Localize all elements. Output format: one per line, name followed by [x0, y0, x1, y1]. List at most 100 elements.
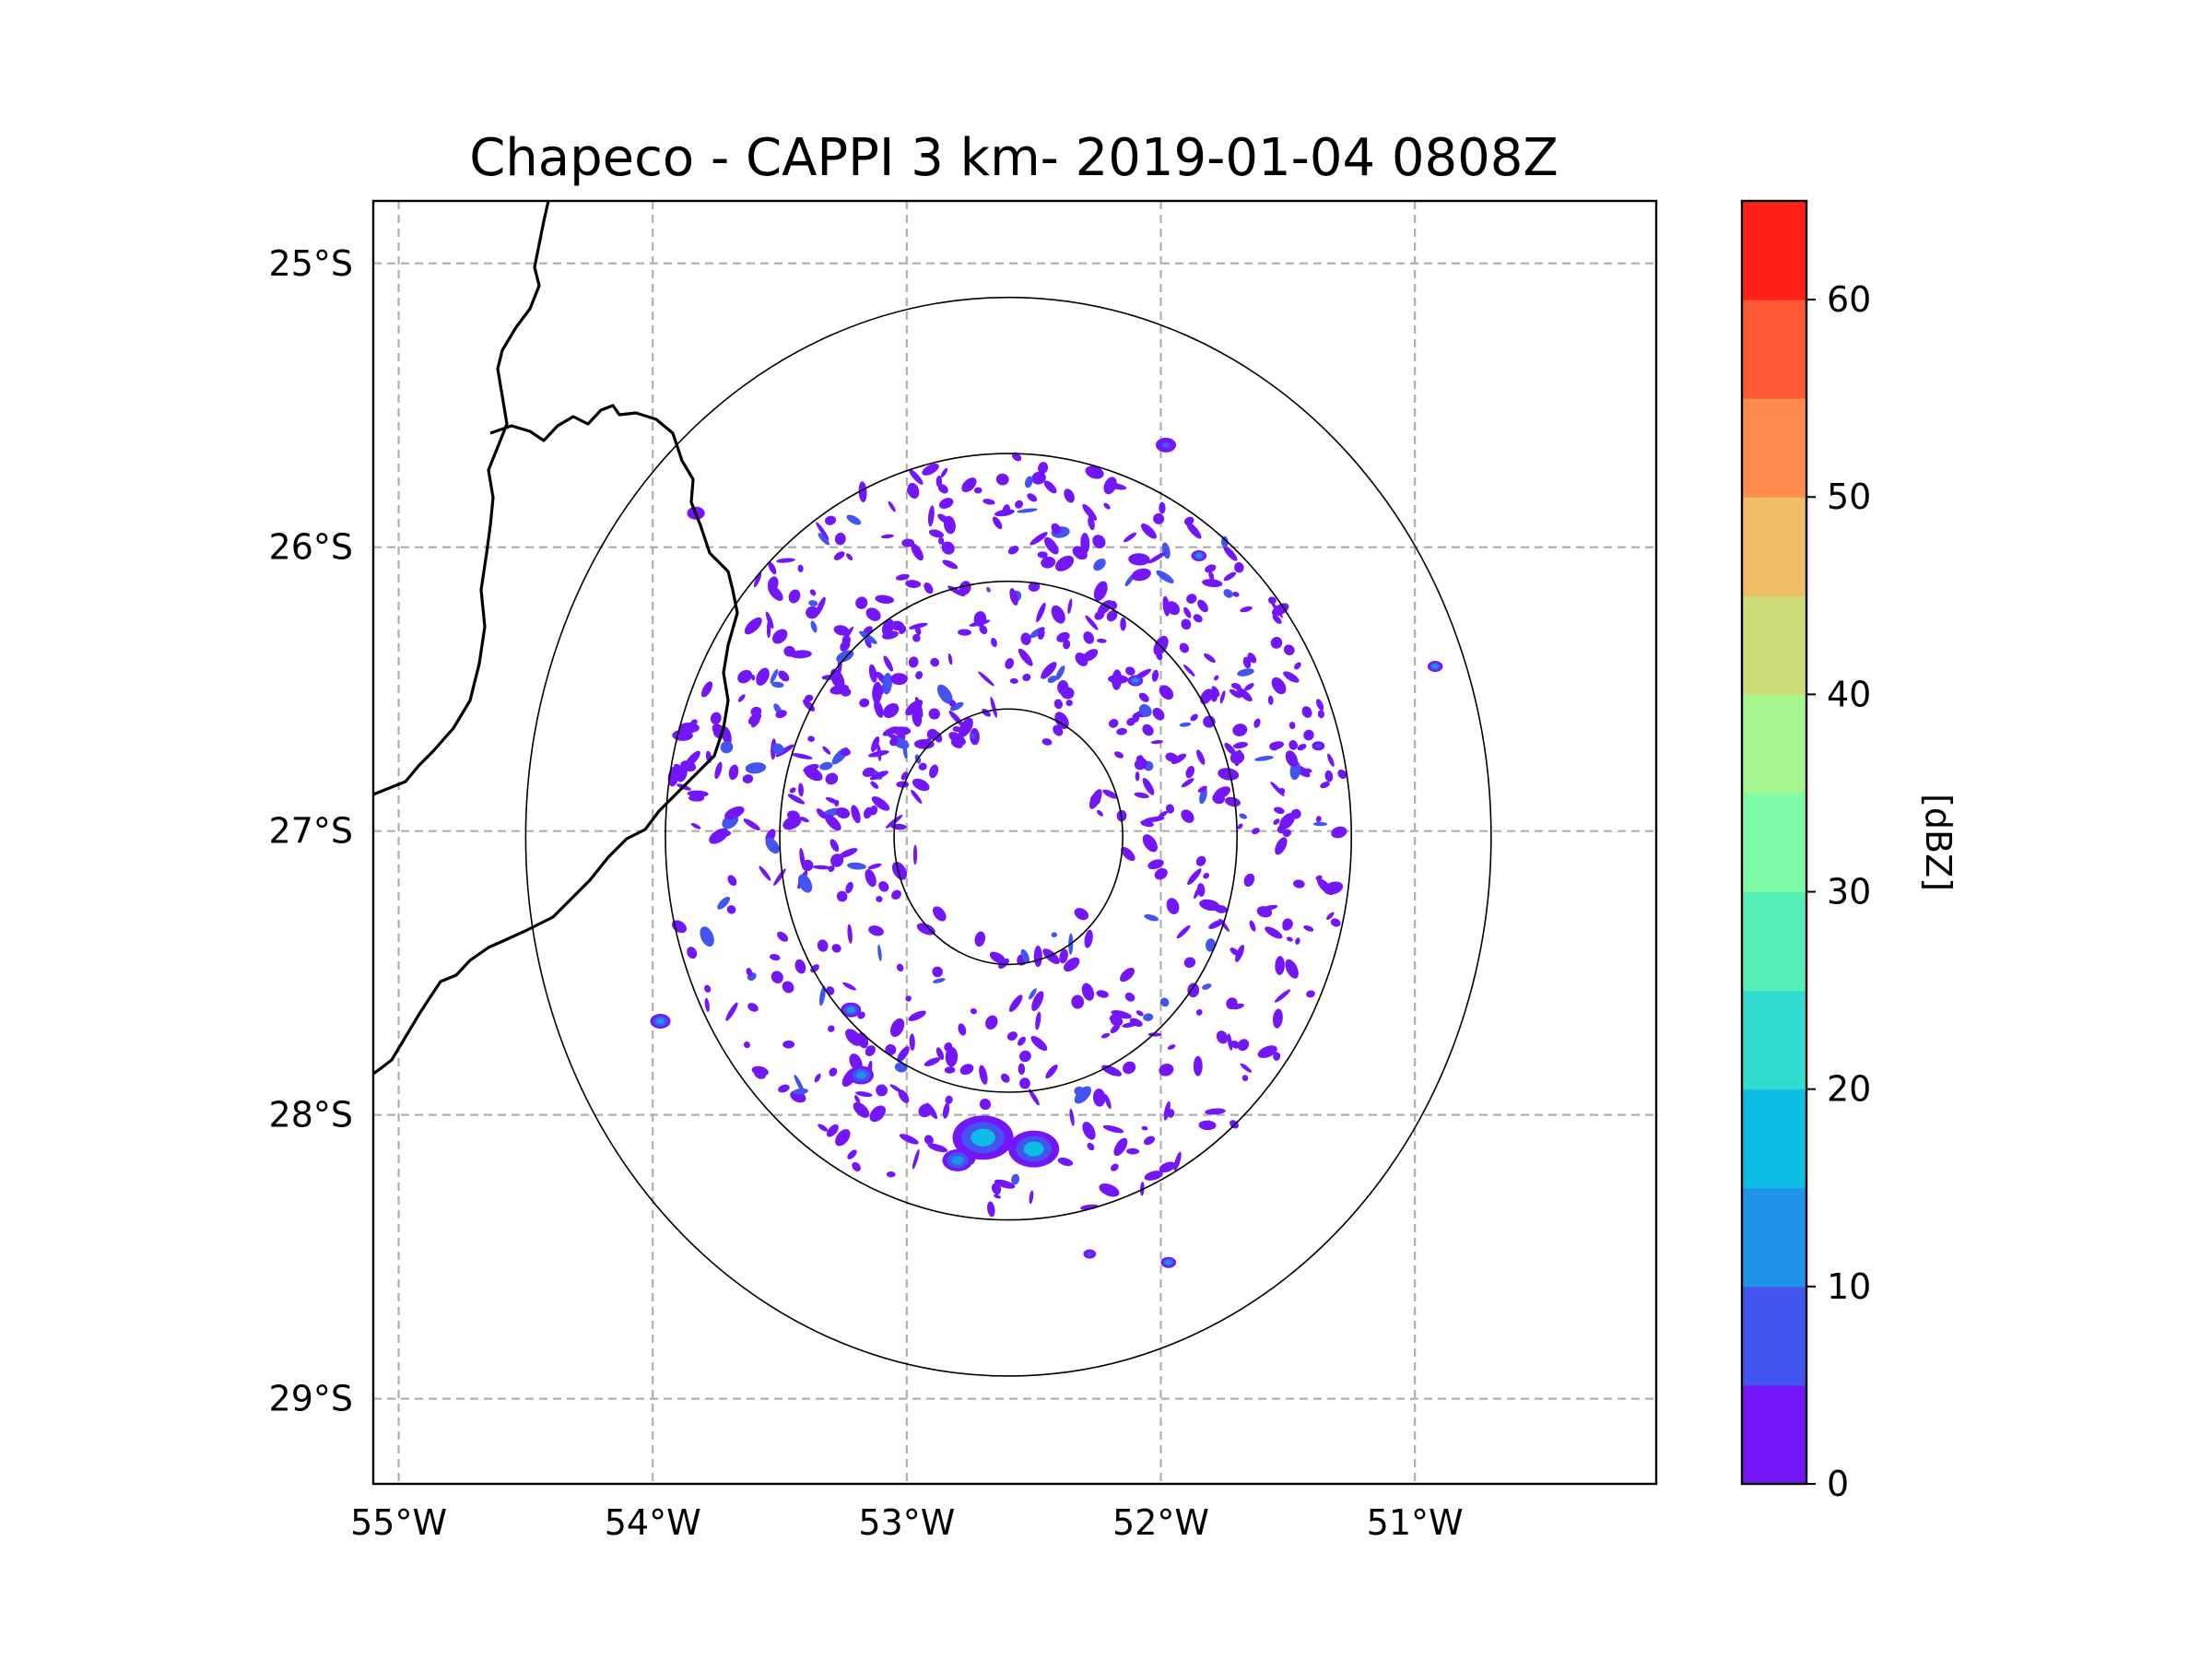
echo-speckle — [1090, 794, 1101, 806]
echo-speckle — [1151, 669, 1159, 682]
echo-speckle — [769, 954, 781, 961]
colorbar-label: [dBZ] — [1918, 794, 1959, 891]
lat-tick-label: 29°S — [269, 1379, 353, 1419]
echo-speckle — [1301, 706, 1312, 718]
echo-speckle — [819, 761, 833, 771]
graticule — [373, 201, 1656, 1484]
echo-speckle — [1244, 683, 1254, 691]
echo-speckle — [1304, 768, 1312, 773]
echo-speckle — [1257, 1045, 1277, 1058]
echo-speckle — [824, 515, 837, 525]
echo-speckle — [982, 708, 991, 717]
echo-speckle — [1171, 753, 1187, 765]
colorbar-segment — [1742, 201, 1806, 300]
echo-speckle — [1142, 777, 1155, 795]
echo-speckle — [986, 1201, 995, 1218]
echo-speckle — [888, 500, 896, 512]
echo-speckle — [787, 794, 806, 805]
echo-speckle — [876, 896, 883, 902]
echo-speckle — [722, 830, 732, 837]
echo-cell-level — [656, 1018, 665, 1025]
echo-speckle — [1159, 501, 1166, 514]
echo-speckle — [876, 1084, 888, 1097]
echo-speckle — [1102, 789, 1118, 799]
echo-speckle — [1135, 771, 1140, 782]
echo-speckle — [1183, 957, 1196, 969]
echo-speckle — [1120, 617, 1126, 631]
echo-speckle — [1208, 919, 1224, 930]
echo-speckle — [1005, 658, 1015, 669]
echo-speckle — [1205, 564, 1217, 573]
echo-speckle — [825, 796, 840, 805]
echo-speckle — [810, 620, 818, 633]
echo-cell-level — [1087, 1252, 1093, 1256]
echo-speckle — [970, 1007, 977, 1015]
echo-speckle — [877, 944, 882, 961]
echo-speckle — [1054, 712, 1069, 730]
colorbar-tick-label: 60 — [1827, 279, 1871, 320]
echo-speckle — [869, 1105, 887, 1123]
echo-speckle — [947, 653, 953, 665]
echo-speckle — [859, 698, 870, 708]
echo-speckle — [1224, 742, 1236, 756]
echo-speckle — [1147, 859, 1164, 870]
echo-speckle — [1102, 1124, 1124, 1134]
echo-speckle — [1011, 1173, 1020, 1185]
echo-speckle — [1232, 724, 1248, 736]
echo-speckle — [870, 928, 877, 935]
echo-speckle — [859, 630, 877, 644]
echo-speckle — [1219, 690, 1226, 704]
echo-speckle — [1288, 721, 1296, 730]
echo-speckle — [1239, 813, 1248, 819]
echo-speckle — [1140, 524, 1157, 539]
echo-speckle — [1187, 982, 1200, 998]
colorbar-tick-labels: 0 10 20 30 40 50 60 — [1806, 279, 1871, 1504]
echo-speckle — [1330, 918, 1341, 927]
echo-speckle — [728, 764, 739, 781]
echo-speckle — [1198, 1120, 1217, 1131]
echo-speckle — [1057, 1157, 1074, 1167]
echo-speckle — [1002, 504, 1011, 516]
echo-speckle — [847, 862, 866, 870]
echo-speckle — [1158, 810, 1168, 818]
echo-speckle — [745, 762, 767, 774]
echo-speckle — [1033, 945, 1042, 968]
echo-speckle — [991, 1182, 1002, 1195]
echo-speckle — [1147, 552, 1166, 564]
echo-speckle — [885, 1043, 897, 1055]
colorbar-tick-label: 10 — [1827, 1266, 1871, 1307]
range-ring-1 — [779, 580, 1238, 1093]
echo-speckle — [1257, 904, 1278, 912]
echo-speckle — [744, 617, 762, 635]
lon-tick-label: 55°W — [350, 1502, 447, 1543]
lon-tick-label: 52°W — [1112, 1502, 1209, 1543]
echo-cell-4 — [841, 1002, 862, 1018]
echo-speckle — [1081, 982, 1095, 1001]
echo-speckle — [1240, 1063, 1253, 1073]
echo-speckle — [1036, 602, 1046, 623]
echo-speckle — [817, 939, 829, 952]
echo-speckle — [1283, 644, 1295, 655]
echo-speckle — [1235, 945, 1244, 962]
echo-speckle — [1030, 532, 1048, 546]
echo-speckle — [726, 905, 736, 914]
echo-speckle — [1092, 535, 1106, 549]
echo-speckle — [1125, 666, 1135, 676]
echo-speckle — [986, 586, 991, 593]
echo-speckle — [1156, 651, 1163, 661]
echo-speckle — [926, 728, 938, 740]
echo-speckle — [1144, 913, 1159, 922]
echo-speckle — [1051, 605, 1065, 624]
echo-speckle — [742, 774, 754, 783]
echo-cell-level — [1195, 553, 1203, 559]
echo-speckle — [1273, 1052, 1281, 1061]
echo-speckle — [1232, 591, 1240, 597]
echo-speckle — [1181, 778, 1194, 788]
lon-tick-label: 54°W — [605, 1502, 701, 1543]
echo-speckle — [1202, 579, 1223, 588]
echo-speckle — [1018, 648, 1033, 666]
echo-speckle — [1114, 751, 1124, 759]
colorbar-segment — [1742, 1187, 1806, 1288]
echo-speckle — [1205, 1108, 1226, 1115]
echo-speckle — [961, 477, 977, 493]
